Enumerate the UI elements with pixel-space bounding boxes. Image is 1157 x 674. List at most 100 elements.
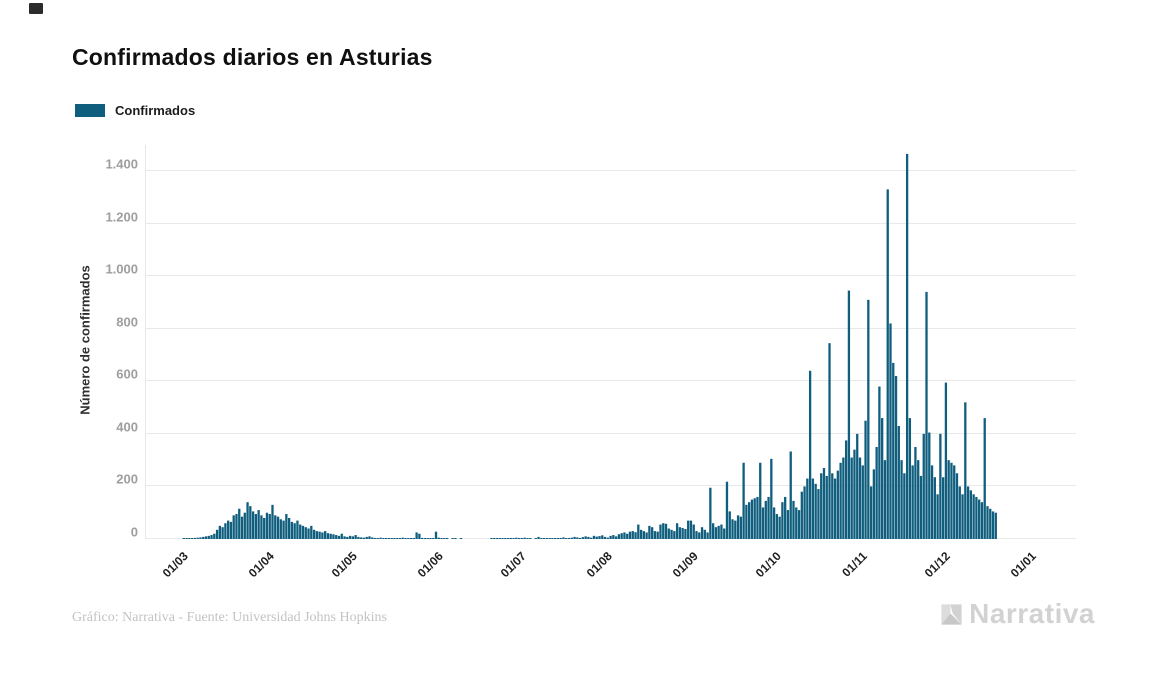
- bar[interactable]: [778, 516, 781, 539]
- bar[interactable]: [797, 510, 801, 539]
- bar[interactable]: [246, 502, 249, 539]
- bar[interactable]: [210, 535, 213, 539]
- bar[interactable]: [911, 465, 914, 539]
- bar[interactable]: [257, 510, 260, 539]
- bar[interactable]: [612, 535, 615, 539]
- bar[interactable]: [310, 525, 313, 539]
- bar[interactable]: [792, 500, 795, 539]
- bar[interactable]: [687, 520, 690, 539]
- bar[interactable]: [490, 538, 493, 539]
- bar[interactable]: [185, 538, 188, 539]
- bar[interactable]: [221, 527, 224, 539]
- bar[interactable]: [784, 496, 787, 539]
- bar[interactable]: [645, 532, 648, 539]
- bar[interactable]: [933, 477, 936, 539]
- bar[interactable]: [301, 525, 305, 539]
- bar[interactable]: [767, 496, 770, 539]
- bar[interactable]: [515, 537, 518, 539]
- bar[interactable]: [598, 536, 601, 539]
- bar[interactable]: [748, 502, 751, 539]
- bar[interactable]: [335, 535, 338, 539]
- bar[interactable]: [692, 524, 695, 539]
- bar[interactable]: [265, 512, 269, 539]
- bar[interactable]: [235, 514, 238, 539]
- bar[interactable]: [869, 486, 873, 539]
- bar[interactable]: [587, 536, 590, 539]
- bar[interactable]: [407, 538, 410, 539]
- bar[interactable]: [459, 538, 463, 539]
- bar[interactable]: [315, 531, 318, 539]
- bar[interactable]: [900, 460, 903, 539]
- bar[interactable]: [734, 520, 737, 539]
- bar[interactable]: [808, 370, 812, 539]
- bar[interactable]: [983, 418, 986, 539]
- bar[interactable]: [980, 502, 984, 539]
- bar[interactable]: [332, 534, 335, 539]
- bar[interactable]: [421, 537, 424, 539]
- bar[interactable]: [254, 514, 258, 539]
- bar[interactable]: [651, 527, 654, 539]
- bar[interactable]: [368, 536, 371, 539]
- bar[interactable]: [991, 511, 995, 539]
- bar[interactable]: [570, 537, 573, 539]
- bar[interactable]: [894, 376, 898, 539]
- bar[interactable]: [207, 535, 210, 539]
- bar[interactable]: [875, 447, 878, 539]
- bar[interactable]: [648, 525, 651, 539]
- bar[interactable]: [493, 538, 496, 539]
- bar[interactable]: [384, 538, 388, 539]
- bar[interactable]: [506, 538, 510, 539]
- bar[interactable]: [307, 528, 310, 539]
- bar[interactable]: [371, 537, 374, 539]
- bar[interactable]: [360, 537, 363, 539]
- bar[interactable]: [953, 465, 956, 539]
- bar[interactable]: [626, 533, 629, 539]
- bar[interactable]: [517, 538, 521, 539]
- bar[interactable]: [346, 536, 349, 539]
- bar[interactable]: [401, 537, 404, 539]
- bar[interactable]: [249, 506, 252, 539]
- bar[interactable]: [227, 520, 230, 539]
- plot-area[interactable]: 0 200 400 600 800 1.000 1.200 1.400 01/03 01/04 01…: [105, 145, 1076, 580]
- bar[interactable]: [631, 531, 634, 539]
- bar[interactable]: [556, 538, 560, 539]
- bar[interactable]: [290, 521, 294, 539]
- bar[interactable]: [828, 343, 831, 539]
- bar[interactable]: [928, 432, 931, 539]
- bar[interactable]: [781, 502, 784, 539]
- bar[interactable]: [387, 538, 391, 539]
- bar[interactable]: [526, 538, 529, 539]
- bar[interactable]: [423, 538, 427, 539]
- bar[interactable]: [534, 538, 537, 539]
- bar[interactable]: [772, 507, 776, 539]
- bar[interactable]: [714, 527, 718, 539]
- bar[interactable]: [637, 524, 640, 539]
- bar[interactable]: [373, 537, 377, 539]
- bar[interactable]: [678, 527, 682, 539]
- bar[interactable]: [944, 382, 948, 539]
- bar[interactable]: [243, 512, 246, 539]
- bar[interactable]: [975, 496, 978, 539]
- bar[interactable]: [382, 537, 385, 539]
- bar[interactable]: [603, 536, 607, 539]
- bars-layer[interactable]: [146, 145, 1076, 539]
- bar[interactable]: [847, 290, 851, 539]
- bar[interactable]: [437, 537, 440, 539]
- bar[interactable]: [919, 475, 923, 539]
- bar[interactable]: [698, 532, 701, 539]
- bar[interactable]: [681, 527, 684, 539]
- bar[interactable]: [498, 538, 501, 539]
- bar[interactable]: [204, 536, 208, 539]
- bar[interactable]: [229, 521, 233, 539]
- bar[interactable]: [989, 508, 992, 539]
- bar[interactable]: [276, 516, 280, 539]
- bar[interactable]: [240, 516, 244, 539]
- bar[interactable]: [822, 468, 826, 539]
- bar[interactable]: [592, 535, 596, 539]
- bar[interactable]: [917, 460, 920, 539]
- bar[interactable]: [770, 458, 773, 539]
- bar[interactable]: [396, 538, 399, 539]
- bar[interactable]: [451, 538, 454, 539]
- bar[interactable]: [811, 478, 815, 539]
- bar[interactable]: [238, 508, 241, 539]
